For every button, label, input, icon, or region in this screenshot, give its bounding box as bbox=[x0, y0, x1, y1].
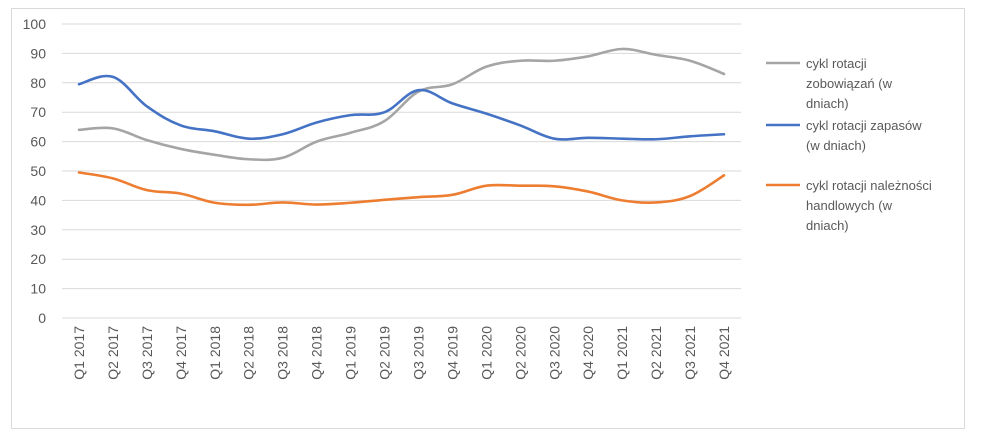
series-line-0 bbox=[77, 47, 726, 162]
y-tick-label: 80 bbox=[30, 75, 46, 91]
x-axis-ticks: Q1 2017 Q2 2017 Q3 2017 Q4 2017 Q1 2018 Q2 20… bbox=[71, 326, 732, 380]
x-tick-label: Q4 2018 bbox=[309, 326, 325, 380]
x-tick-label: Q1 2018 bbox=[207, 326, 223, 380]
gridlines bbox=[62, 23, 741, 319]
legend-label: zobowiązań (w bbox=[806, 76, 893, 91]
legend-label: (w dniach) bbox=[806, 138, 866, 153]
legend-label: cykl rotacji bbox=[806, 56, 867, 71]
x-tick-label: Q3 2018 bbox=[275, 326, 291, 380]
y-tick-label: 40 bbox=[30, 192, 46, 208]
x-tick-label: Q2 2019 bbox=[377, 326, 393, 380]
x-tick-label: Q2 2018 bbox=[241, 326, 257, 380]
x-tick-label: Q3 2020 bbox=[546, 326, 562, 380]
legend-label: dniach) bbox=[806, 96, 849, 111]
x-tick-label: Q2 2020 bbox=[512, 326, 528, 380]
y-axis-ticks: 0 10 20 30 40 50 60 70 80 90 100 bbox=[23, 16, 47, 326]
x-tick-label: Q3 2017 bbox=[139, 326, 155, 380]
legend-label: cykl rotacji należności bbox=[806, 178, 932, 193]
x-tick-label: Q3 2019 bbox=[410, 326, 426, 380]
x-tick-label: Q4 2021 bbox=[716, 326, 732, 380]
x-tick-label: Q4 2019 bbox=[444, 326, 460, 380]
y-tick-label: 20 bbox=[30, 251, 46, 267]
legend-label: dniach) bbox=[806, 218, 849, 233]
x-tick-label: Q4 2017 bbox=[173, 326, 189, 380]
x-tick-label: Q1 2021 bbox=[614, 326, 630, 380]
y-tick-label: 0 bbox=[38, 310, 46, 326]
x-tick-label: Q1 2019 bbox=[343, 326, 359, 380]
y-tick-label: 90 bbox=[30, 45, 46, 61]
x-tick-label: Q4 2020 bbox=[580, 326, 596, 380]
x-tick-label: Q1 2020 bbox=[478, 326, 494, 380]
y-tick-label: 30 bbox=[30, 222, 46, 238]
x-tick-label: Q2 2017 bbox=[105, 326, 121, 380]
y-tick-label: 70 bbox=[30, 104, 46, 120]
y-tick-label: 50 bbox=[30, 163, 46, 179]
y-tick-label: 10 bbox=[30, 281, 46, 297]
legend-label: cykl rotacji zapasów bbox=[806, 118, 922, 133]
x-tick-label: Q2 2021 bbox=[648, 326, 664, 380]
x-tick-label: Q1 2017 bbox=[71, 326, 87, 380]
legend: cykl rotacji zobowiązań (w dniach) cykl rot… bbox=[766, 56, 932, 233]
y-tick-label: 60 bbox=[30, 134, 46, 150]
x-tick-label: Q3 2021 bbox=[682, 326, 698, 380]
chart-frame bbox=[11, 8, 965, 429]
series-lines bbox=[77, 47, 726, 207]
legend-label: handlowych (w bbox=[806, 198, 893, 213]
series-line-2 bbox=[77, 171, 726, 207]
series-line-1 bbox=[77, 74, 726, 141]
y-tick-label: 100 bbox=[23, 16, 47, 32]
